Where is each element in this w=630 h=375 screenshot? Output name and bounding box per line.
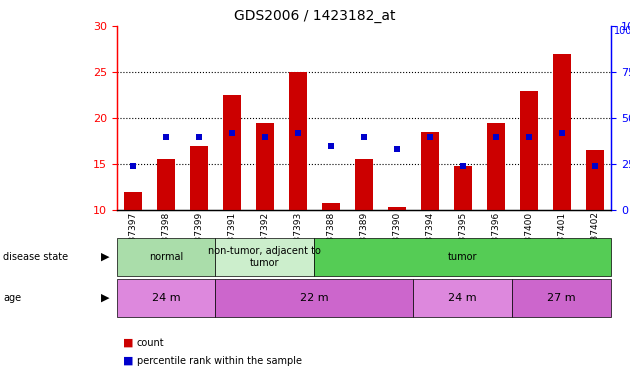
Bar	[585, 150, 604, 210]
Bar	[124, 192, 142, 210]
Text: percentile rank within the sample: percentile rank within the sample	[137, 356, 302, 366]
Bar	[355, 159, 373, 210]
Text: age: age	[3, 293, 21, 303]
Bar	[553, 54, 571, 210]
Bar	[486, 123, 505, 210]
Text: ▶: ▶	[101, 252, 109, 262]
Text: ■: ■	[123, 356, 134, 366]
Bar	[520, 91, 538, 210]
Text: non-tumor, adjacent to
tumor: non-tumor, adjacent to tumor	[209, 246, 321, 268]
Bar	[190, 146, 208, 210]
Bar	[223, 95, 241, 210]
Text: disease state: disease state	[3, 252, 68, 262]
Text: 27 m: 27 m	[547, 293, 576, 303]
Bar	[157, 159, 175, 210]
Bar	[387, 207, 406, 210]
Bar	[289, 72, 307, 210]
Bar	[322, 202, 340, 210]
Bar	[421, 132, 439, 210]
Text: count: count	[137, 338, 164, 348]
Text: 22 m: 22 m	[300, 293, 329, 303]
Text: GDS2006 / 1423182_at: GDS2006 / 1423182_at	[234, 9, 396, 23]
Text: ■: ■	[123, 338, 134, 348]
Text: 24 m: 24 m	[152, 293, 180, 303]
Text: 100%: 100%	[614, 26, 630, 36]
Bar	[256, 123, 274, 210]
Text: normal: normal	[149, 252, 183, 262]
Text: ▶: ▶	[101, 293, 109, 303]
Text: 24 m: 24 m	[449, 293, 477, 303]
Bar	[454, 166, 472, 210]
Text: tumor: tumor	[448, 252, 478, 262]
